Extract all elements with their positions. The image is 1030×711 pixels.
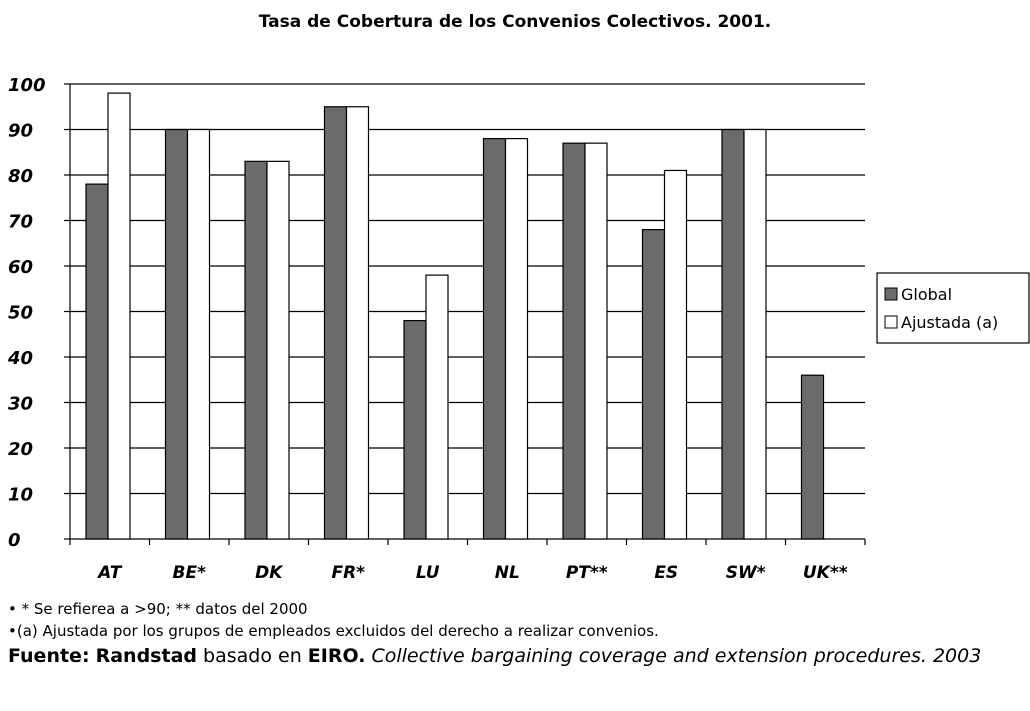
bar-chart: 0 10 20 30 40 50 60 70 80 90 100 AT BE* DK FR* LU NL PT**… <box>7 75 1030 583</box>
bar-global <box>562 142 586 540</box>
x-tick-label: UK** <box>803 563 848 583</box>
source-title: Collective bargaining coverage and exten… <box>365 645 982 667</box>
legend-swatch <box>884 287 898 301</box>
bar-ajustada <box>504 138 529 540</box>
source-line: Fuente: Randstad basado en EIRO. Collect… <box>8 644 1023 669</box>
footnote-2: •(a) Ajustada por los grupos de empleado… <box>8 622 659 640</box>
y-tick-label: 40 <box>7 348 33 369</box>
bar-ajustada <box>186 128 211 540</box>
bar-global <box>85 183 109 540</box>
bar-global <box>641 229 666 540</box>
y-tick-label: 80 <box>8 166 33 187</box>
bar-ajustada <box>743 128 767 540</box>
y-tick-label: 20 <box>8 439 33 460</box>
bar-global <box>323 106 348 540</box>
bar-ajustada <box>345 106 370 540</box>
x-tick-label: BE* <box>173 563 207 583</box>
x-tick-label: LU <box>416 563 440 583</box>
bar-global <box>403 320 427 540</box>
source-label: Fuente: <box>8 645 90 667</box>
legend-box <box>876 272 1030 344</box>
x-tick-label: FR* <box>331 563 365 583</box>
x-tick-label: SW* <box>726 563 766 583</box>
x-tick-label: AT <box>96 563 123 583</box>
y-tick-label: 0 <box>8 530 21 551</box>
bar-ajustada <box>266 160 290 540</box>
legend-label: Global <box>901 285 952 304</box>
y-tick-label: 70 <box>8 212 33 233</box>
chart-title: Tasa de Cobertura de los Convenios Colec… <box>258 12 772 32</box>
x-tick-label: DK <box>255 563 284 583</box>
bar-ajustada <box>663 169 688 540</box>
bar-ajustada <box>425 274 449 540</box>
bar-global <box>482 138 507 540</box>
y-tick-label: 90 <box>8 121 33 142</box>
bar-ajustada <box>584 142 608 540</box>
source-mid: basado en <box>197 645 308 667</box>
x-tick-label: NL <box>495 563 520 583</box>
source-ref: EIRO. <box>307 645 366 667</box>
y-tick-label: 30 <box>8 394 33 415</box>
bar-global <box>164 128 189 540</box>
y-tick-label: 100 <box>8 75 46 96</box>
y-tick-label: 50 <box>8 303 33 324</box>
chart-notes: • * Se refierea a >90; ** datos del 2000… <box>8 598 1023 669</box>
footnote-1: • * Se refierea a >90; ** datos del 2000 <box>8 600 308 618</box>
bar-ajustada <box>107 92 131 540</box>
bar-global <box>244 160 268 540</box>
source-org: Randstad <box>95 645 197 667</box>
x-tick-label: ES <box>654 563 678 583</box>
legend-label: Ajustada (a) <box>901 313 998 332</box>
bar-global <box>721 128 745 540</box>
y-tick-label: 10 <box>8 485 33 506</box>
bar-global <box>800 374 825 540</box>
legend-swatch <box>884 315 898 329</box>
y-tick-label: 60 <box>8 257 33 278</box>
x-tick-label: PT** <box>566 563 608 583</box>
